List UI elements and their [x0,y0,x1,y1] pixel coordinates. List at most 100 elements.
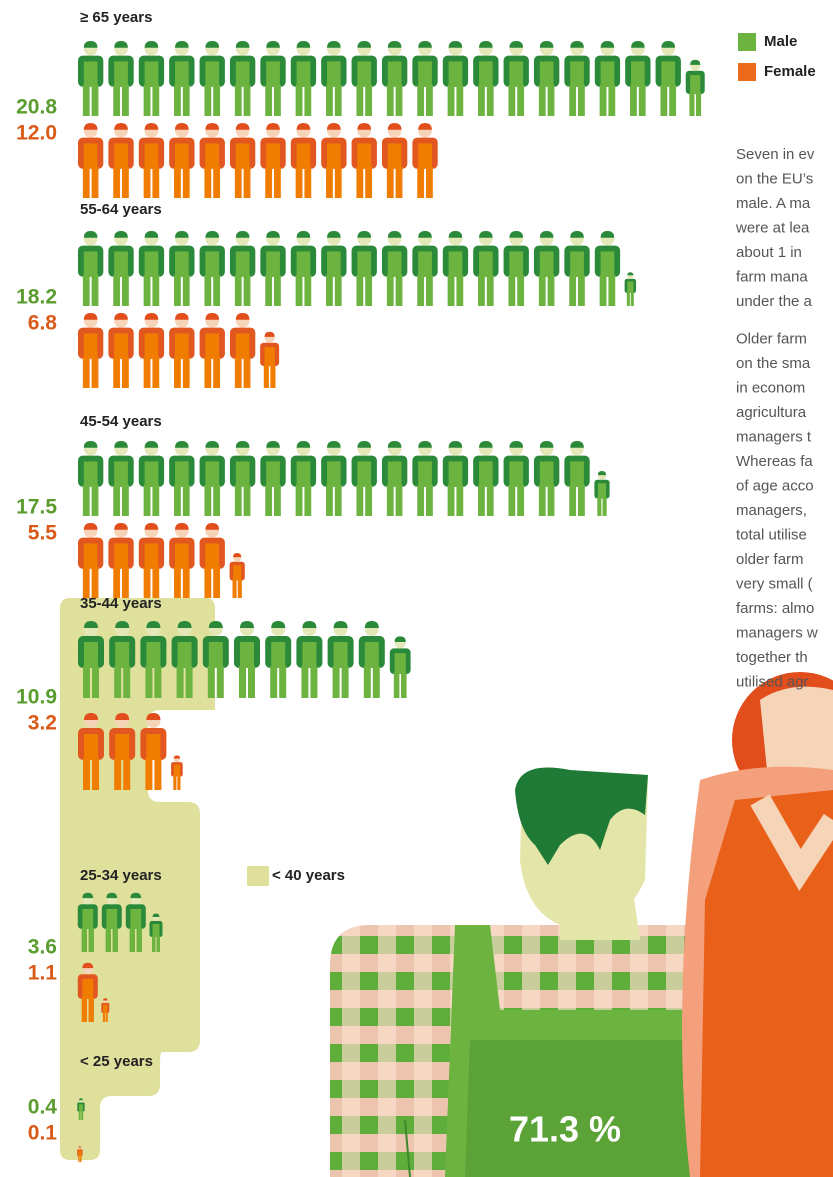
icon-leg [174,84,181,116]
icon-leg [83,758,90,790]
person-icon [149,913,163,952]
icon-leg [608,84,616,116]
icon-leg [234,356,242,388]
person-icon [321,440,347,516]
farmer-illustration [330,672,833,1177]
icon-overall [130,908,142,929]
icon-overall [448,61,463,87]
icon-hair [387,230,402,238]
person-icon [412,230,438,306]
icon-row [78,621,411,698]
icon-hair [296,440,311,448]
value-label: 3.6 [28,936,57,959]
person-icon [381,40,408,116]
group-label: 35-44 years [80,595,162,612]
icon-leg [356,484,364,516]
icon-leg [334,484,342,516]
icon-hair [114,522,128,530]
icon-overall [509,61,524,87]
icon-leg [213,166,221,198]
icon-overall [115,734,130,760]
icon-overall [387,61,402,87]
icon-leg [91,484,99,516]
icon-overall [570,61,584,87]
person-icon [351,122,377,198]
person-icon [351,230,377,306]
icon-leg [105,927,111,952]
icon-leg [695,92,702,116]
icon-leg [204,274,212,306]
icon-hair [631,40,645,48]
icon-hair [114,440,128,448]
icon-leg [91,84,99,116]
icon-hair [357,440,372,448]
icon-hair [205,522,220,530]
icon-leg [213,356,221,388]
icon-hair [240,621,254,628]
icon-hair [235,40,250,48]
person-icon [533,40,560,116]
icon-hair [509,40,524,48]
person-icon [138,230,165,306]
icon-overall [387,143,402,169]
icon-leg [456,84,464,116]
person-icon [229,230,256,306]
icon-leg [177,775,181,790]
icon-leg [386,84,394,116]
icon-leg [174,356,181,388]
icon-overall [205,61,220,87]
icon-hair [83,122,98,130]
icon-leg [274,484,281,516]
person-icon [265,621,292,698]
icon-hair [235,230,250,238]
body-text-line: of age acco [736,477,814,494]
icon-leg [143,166,151,198]
icon-leg [274,166,281,198]
icon-leg [538,84,546,116]
icon-overall [235,143,250,169]
icon-overall [327,143,341,169]
icon-overall [84,734,98,760]
icon-row [77,1146,83,1162]
icon-leg [182,166,190,198]
person-icon [199,230,225,306]
icon-overall [264,347,275,367]
icon-hair [479,40,493,48]
group-label: ≥ 65 years [80,9,152,26]
person-icon [327,621,354,698]
icon-leg [334,166,342,198]
icon-leg [204,84,212,116]
icon-row [77,312,280,388]
icon-leg [234,84,242,116]
icon-leg [88,927,94,952]
icon-overall [152,924,160,937]
person-icon [381,122,408,198]
icon-leg [597,497,602,516]
person-icon [351,40,377,116]
body-text-line: together th [736,649,808,666]
person-icon [77,522,104,598]
icon-hair [235,122,250,130]
icon-leg [417,484,425,516]
person-icon [78,621,104,698]
person-icon [169,522,195,598]
person-icon [473,40,499,116]
icon-overall [144,61,159,87]
icon-leg [508,274,516,306]
icon-leg [447,274,455,306]
icon-leg [152,274,160,306]
person-icon [171,755,183,790]
icon-leg [547,84,555,116]
icon-leg [365,166,373,198]
icon-leg [143,274,151,306]
person-icon [138,40,165,116]
icon-overall [175,461,189,487]
person-icon [234,621,260,698]
icon-leg [204,166,212,198]
icon-overall [271,642,286,668]
person-icon [169,230,195,306]
icon-leg [173,775,177,790]
icon-leg [660,84,668,116]
icon-leg [417,166,425,198]
